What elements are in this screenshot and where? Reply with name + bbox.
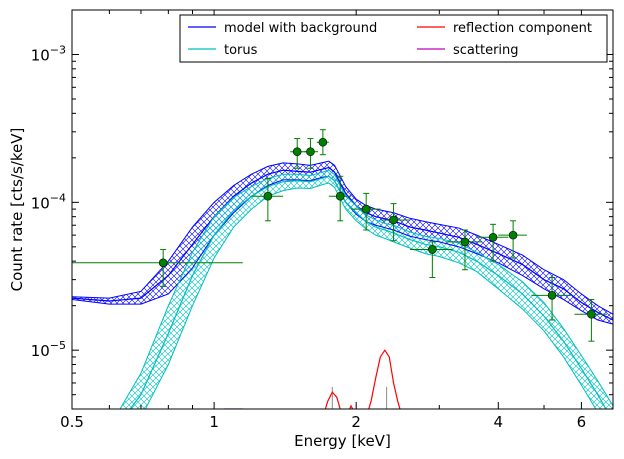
- legend-label-model: model with background: [224, 21, 377, 36]
- data-point-marker: [489, 233, 497, 241]
- y-tick-label: 10−3: [31, 44, 66, 65]
- data-point-marker: [548, 291, 556, 299]
- legend-label-scattering: scattering: [453, 43, 519, 58]
- plot-area: [72, 130, 613, 439]
- data-point-marker: [336, 192, 344, 200]
- data-point-marker: [264, 192, 272, 200]
- data-point-marker: [306, 148, 314, 156]
- data-point-marker: [362, 205, 370, 213]
- data-point: [317, 130, 329, 155]
- y-tick-label: 10−4: [31, 191, 66, 212]
- data-point-marker: [509, 231, 517, 239]
- legend-label-torus: torus: [224, 43, 258, 58]
- data-point-marker: [587, 310, 595, 318]
- data-point-marker: [428, 245, 436, 253]
- data-point-marker: [159, 259, 167, 267]
- series-line-reflection-component: [323, 350, 410, 427]
- vertical-markers: [332, 387, 386, 409]
- data-point-marker: [319, 138, 327, 146]
- data-point-marker: [461, 238, 469, 246]
- data-point-marker: [293, 148, 301, 156]
- x-axis-label: Energy [keV]: [294, 432, 391, 450]
- x-tick-label: 4: [494, 413, 504, 431]
- y-tick-label: 10−5: [31, 339, 66, 360]
- x-tick-label: 2: [351, 413, 361, 431]
- axis-ticks: 0.5 1 2 4 6 10−5 10−4 10−3: [31, 10, 613, 431]
- legend: model with background reflection compone…: [180, 15, 607, 62]
- data-point-marker: [390, 216, 398, 224]
- x-tick-label: 0.5: [60, 413, 84, 431]
- y-axis-label: Count rate [cts/s/keV]: [8, 128, 26, 292]
- chart: 0.5 1 2 4 6 10−5 10−4 10−3 Energy [keV] Count r…: [0, 0, 624, 459]
- series-line-scattering: [192, 409, 297, 419]
- legend-label-reflection: reflection component: [453, 21, 592, 36]
- x-tick-label: 6: [577, 413, 587, 431]
- x-tick-label: 1: [209, 413, 219, 431]
